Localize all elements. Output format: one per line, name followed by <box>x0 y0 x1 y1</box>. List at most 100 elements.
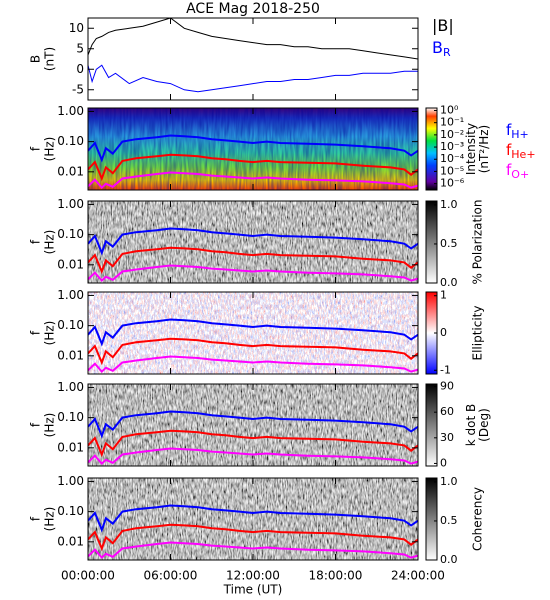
colorbar-label: % Polarization <box>471 200 485 285</box>
colorbar-tick-label: 0 <box>440 326 447 339</box>
series-line <box>88 153 418 182</box>
series-line <box>88 18 418 60</box>
series-line <box>88 171 418 190</box>
legend-subscript: He+ <box>511 148 535 161</box>
y-tick-label: -5 <box>72 82 84 96</box>
colorbar-tick-label: 1 <box>440 289 447 302</box>
y-axis-label: (Hz) <box>43 137 57 162</box>
legend-entry: fH+ <box>506 121 529 142</box>
y-tick-label: 0.01 <box>57 440 84 454</box>
legend-name: |B| <box>432 16 454 35</box>
y-axis-label: f <box>29 516 43 521</box>
y-tick-label: 0.10 <box>57 134 84 148</box>
colorbar-tick-label: 0.0 <box>440 276 458 289</box>
legend-entry: |B| <box>432 16 454 35</box>
series-line <box>88 246 418 275</box>
y-axis-label: f <box>29 330 43 335</box>
colorbar <box>425 200 438 284</box>
series-line <box>88 227 418 256</box>
y-tick-label: 0.10 <box>57 410 84 424</box>
colorbar-tick-label: 10⁻² <box>440 128 464 141</box>
x-tick-label: 18:00:00 <box>309 569 363 583</box>
y-tick-label: 0.01 <box>57 164 84 178</box>
legend-subscript: O+ <box>511 168 529 181</box>
series-line <box>88 541 418 560</box>
colorbar-tick-label: 0 <box>440 456 447 469</box>
colorbar-tick-label: 30 <box>440 431 454 444</box>
colorbar-label: Ellipticity <box>471 306 485 361</box>
y-tick-label: 0.10 <box>57 318 84 332</box>
colorbar-label: Intensity <box>464 123 478 175</box>
y-tick-label: 0.01 <box>57 257 84 271</box>
colorbar-tick-label: 10⁻³ <box>440 140 464 153</box>
y-axis-label: (Hz) <box>43 321 57 346</box>
y-axis-label: (Hz) <box>43 230 57 255</box>
series-line <box>88 410 418 439</box>
colorbar-label: Coherency <box>471 487 485 551</box>
colorbar <box>425 477 438 561</box>
y-tick-label: 0.10 <box>57 504 84 518</box>
colorbar <box>425 383 438 467</box>
legend-name: f <box>506 121 512 139</box>
series-line <box>88 504 418 533</box>
legend-subscript: R <box>443 46 451 59</box>
colorbar-tick-label: 10⁻⁴ <box>440 152 465 165</box>
y-axis-label: (nT) <box>43 47 57 71</box>
colorbar-tick-label: 0.0 <box>440 553 458 566</box>
series-line <box>88 337 418 366</box>
legend-entry: fO+ <box>506 161 529 182</box>
series-line <box>88 64 418 93</box>
y-tick-label: 0.10 <box>57 227 84 241</box>
colorbar-tick-label: 10⁰ <box>440 103 459 116</box>
series-line <box>88 429 418 458</box>
legend-name: B <box>432 38 443 57</box>
colorbar-tick-label: 1.0 <box>440 475 458 488</box>
y-axis-label: f <box>29 422 43 427</box>
series-line <box>88 134 418 163</box>
x-tick-label: 06:00:00 <box>144 569 198 583</box>
series-line <box>88 318 418 347</box>
colorbar-tick-label: 0.5 <box>440 514 458 527</box>
legend-entry: fHe+ <box>506 141 536 162</box>
series-line <box>88 264 418 283</box>
legend-name: f <box>506 141 512 159</box>
colorbar-label: (Deg) <box>477 408 491 442</box>
colorbar-tick-label: 90 <box>440 380 454 393</box>
y-axis-label: f <box>29 239 43 244</box>
colorbar-tick-label: 60 <box>440 405 454 418</box>
y-tick-label: 0.01 <box>57 534 84 548</box>
y-axis-label: (Hz) <box>43 413 57 438</box>
legend-entry: BR <box>432 38 451 60</box>
legend-name: f <box>506 161 512 179</box>
colorbar-label: (nT²/Hz) <box>477 125 491 173</box>
colorbar-tick-label: 1.0 <box>440 198 458 211</box>
y-axis-label: B <box>29 55 43 63</box>
y-axis-label: f <box>29 146 43 151</box>
y-axis-label: (Hz) <box>43 507 57 532</box>
y-tick-label: 1.00 <box>57 288 84 302</box>
x-tick-label: 24:00:00 <box>391 569 445 583</box>
series-line <box>88 523 418 552</box>
x-tick-label: 12:00:00 <box>226 569 280 583</box>
y-tick-label: 1.00 <box>57 380 84 394</box>
y-tick-label: 0 <box>76 62 84 76</box>
x-axis-label: Time (UT) <box>223 583 283 597</box>
series-line <box>88 447 418 466</box>
y-tick-label: 1.00 <box>57 197 84 211</box>
y-tick-label: 0.01 <box>57 348 84 362</box>
y-tick-label: 10 <box>69 21 84 35</box>
legend-subscript: H+ <box>511 128 529 141</box>
colorbar-tick-label: 0.5 <box>440 237 458 250</box>
y-tick-label: 5 <box>76 41 84 55</box>
series-line <box>88 355 418 374</box>
chart-title: ACE Mag 2018-250 <box>186 1 320 17</box>
x-tick-label: 00:00:00 <box>61 569 115 583</box>
y-tick-label: 1.00 <box>57 104 84 118</box>
colorbar-label: k dot B <box>464 404 478 446</box>
colorbar-tick-label: 10⁻⁵ <box>440 164 464 177</box>
colorbar-tick-label: 10⁻⁶ <box>440 177 465 190</box>
colorbar <box>425 107 438 191</box>
colorbar-tick-label: -1 <box>440 363 451 376</box>
colorbar-tick-label: 10⁻¹ <box>440 116 464 129</box>
